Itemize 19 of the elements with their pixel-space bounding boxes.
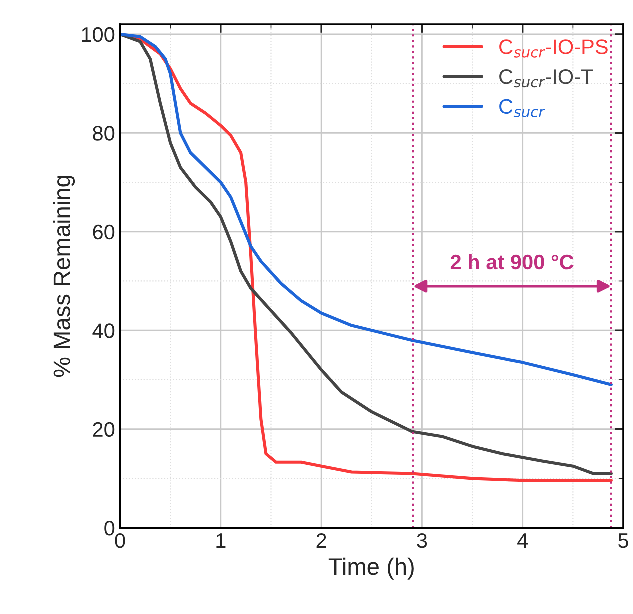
- x-tick-label: 2: [316, 533, 326, 548]
- y-axis-title: % Mass Remaining: [53, 176, 76, 378]
- x-tick-label: 0: [115, 533, 126, 548]
- x-tick-label: 5: [618, 534, 628, 548]
- y-tick-label: 80: [93, 126, 115, 141]
- legend-label: C$_{sucr}$: [500, 99, 546, 118]
- y-tick-label: 20: [93, 422, 115, 438]
- annotation: 2 h at 900 °C: [450, 254, 574, 270]
- x-tick-label: 1: [216, 534, 226, 548]
- legend-label: C$_{sucr}$-IO-T: [500, 69, 594, 88]
- line-series: [120, 32, 613, 386]
- y-tick-label: 60: [93, 224, 115, 240]
- y-tick-label: 40: [92, 324, 115, 338]
- x-tick-label: 3: [417, 533, 428, 548]
- legend-label: C$_{sucr}$-IO-PS: [500, 40, 608, 58]
- x-axis-title: Time (h): [328, 558, 414, 580]
- x-tick-label: 4: [518, 534, 528, 548]
- y-tick-label: 100: [82, 27, 115, 42]
- y-tick-label: 0: [104, 521, 115, 536]
